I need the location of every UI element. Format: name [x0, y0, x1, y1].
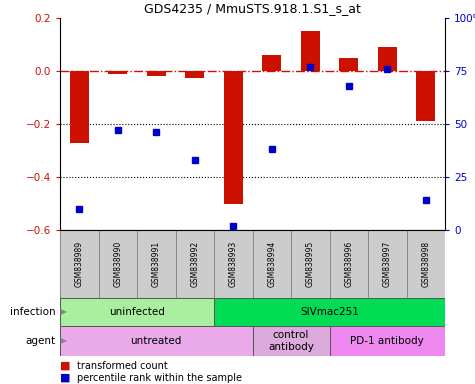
Text: ▶: ▶	[57, 336, 67, 346]
Bar	[291, 230, 330, 298]
Text: GSM838992: GSM838992	[190, 241, 199, 287]
Text: GSM838994: GSM838994	[267, 241, 276, 287]
Bar	[175, 230, 214, 298]
Text: GSM838998: GSM838998	[421, 241, 430, 287]
Bar	[368, 230, 407, 298]
Title: GDS4235 / MmuSTS.918.1.S1_s_at: GDS4235 / MmuSTS.918.1.S1_s_at	[144, 2, 361, 15]
Text: ■: ■	[60, 373, 70, 383]
Bar	[108, 71, 127, 74]
Text: PD-1 antibody: PD-1 antibody	[351, 336, 424, 346]
Text: control
antibody: control antibody	[268, 330, 314, 352]
Bar	[60, 230, 98, 298]
Text: untreated: untreated	[131, 336, 182, 346]
Bar	[330, 326, 445, 356]
Text: GSM838996: GSM838996	[344, 241, 353, 287]
Bar	[60, 326, 253, 356]
Text: SIVmac251: SIVmac251	[300, 307, 359, 317]
Bar	[339, 58, 358, 71]
Bar	[262, 55, 281, 71]
Bar	[330, 230, 368, 298]
Bar	[98, 230, 137, 298]
Text: GSM838997: GSM838997	[383, 241, 392, 287]
Text: transformed count: transformed count	[76, 361, 167, 371]
Bar	[378, 47, 397, 71]
Bar	[147, 71, 166, 76]
Text: ■: ■	[60, 361, 70, 371]
Bar	[407, 230, 445, 298]
Bar	[60, 298, 214, 326]
Bar	[137, 230, 175, 298]
Bar	[301, 31, 320, 71]
Text: GSM838991: GSM838991	[152, 241, 161, 287]
Bar	[185, 71, 204, 78]
Bar	[253, 230, 291, 298]
Bar	[70, 71, 89, 142]
Text: GSM838990: GSM838990	[113, 241, 122, 287]
Text: infection: infection	[10, 307, 55, 317]
Text: GSM838989: GSM838989	[75, 241, 84, 287]
Text: GSM838995: GSM838995	[306, 241, 315, 287]
Text: ▶: ▶	[57, 308, 67, 316]
Text: GSM838993: GSM838993	[229, 241, 238, 287]
Text: agent: agent	[25, 336, 55, 346]
Bar	[416, 71, 436, 121]
Bar	[214, 230, 253, 298]
Text: uninfected: uninfected	[109, 307, 165, 317]
Bar	[214, 298, 445, 326]
Bar	[253, 326, 330, 356]
Text: percentile rank within the sample: percentile rank within the sample	[76, 373, 242, 383]
Bar	[224, 71, 243, 204]
